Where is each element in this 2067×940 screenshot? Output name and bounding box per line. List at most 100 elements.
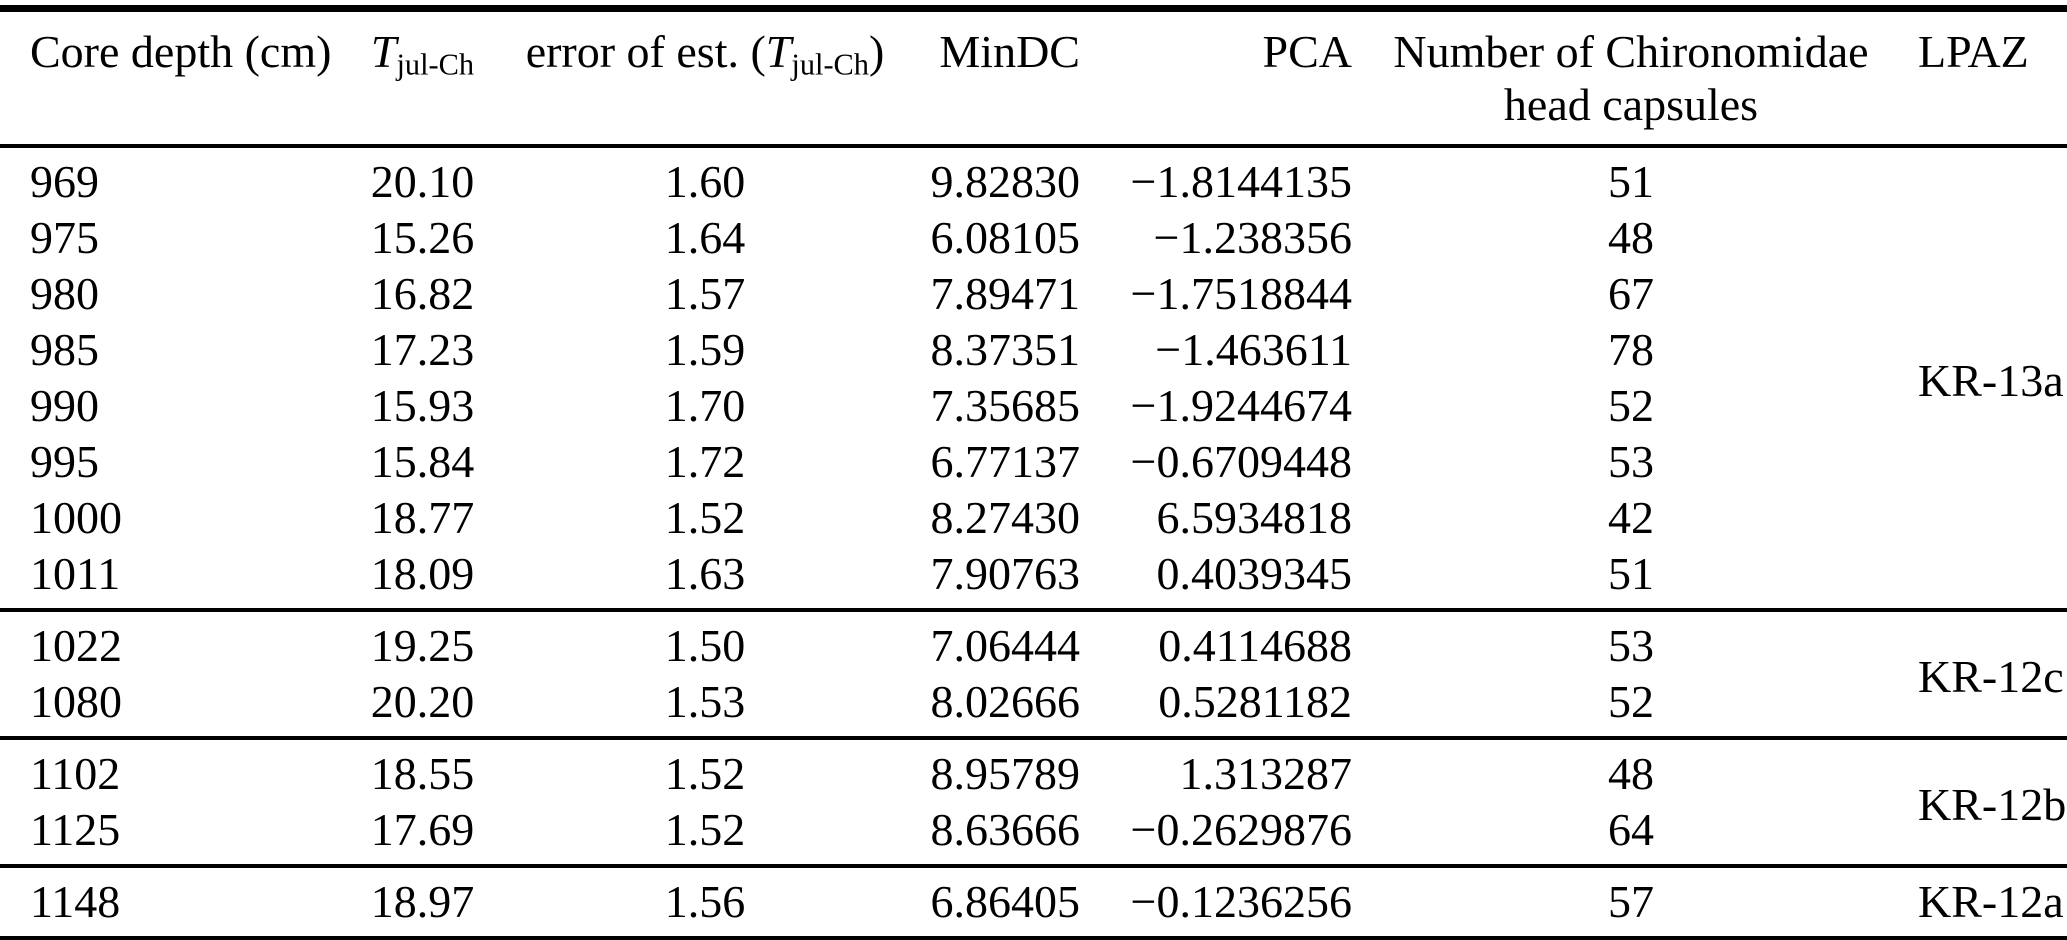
table-row: 975 15.26 1.64 6.08105 −1.238356 48 [0,210,2067,266]
table-row: 1011 18.09 1.63 7.90763 0.4039345 51 [0,546,2067,610]
cell-lpaz-zone: KR-13a [1918,355,2064,406]
cell-capsule-count: 52 [1608,676,1654,727]
zone-group-kr-13a: 969 20.10 1.60 9.82830 −1.8144135 51 KR-… [0,146,2067,610]
table-row: 980 16.82 1.57 7.89471 −1.7518844 67 [0,266,2067,322]
cell-pca: −0.2629876 [1130,804,1352,855]
cell-error: 1.53 [664,676,746,727]
header-t-jul-ch: Tjul-Ch [350,9,495,147]
cell-t-jul-ch: 15.84 [370,436,475,487]
cell-t-jul-ch: 20.10 [370,156,475,207]
cell-pca: −1.7518844 [1130,268,1352,319]
cell-mindc: 7.06444 [930,620,1081,671]
cell-pca: −0.1236256 [1130,876,1352,927]
cell-capsule-count: 42 [1608,492,1654,543]
cell-mindc: 8.02666 [930,676,1081,727]
cell-t-jul-ch: 18.09 [370,548,475,599]
cell-pca: 0.4114688 [1158,620,1352,671]
header-pca-label: PCA [1262,26,1352,77]
error-prefix: error of est. ( [525,26,766,77]
zone-group-kr-12a: 1148 18.97 1.56 6.86405 −0.1236256 57 KR… [0,866,2067,938]
table-row: 1022 19.25 1.50 7.06444 0.4114688 53 KR-… [0,610,2067,700]
cell-pca: −1.463611 [1155,324,1352,375]
cell-capsule-count: 48 [1608,748,1654,799]
cell-capsule-count: 52 [1608,380,1654,431]
header-core-depth-label: Core depth (cm) [30,26,332,77]
cell-lpaz-zone: KR-12a [1918,876,2064,927]
chironomidae-results-table: Core depth (cm) Tjul-Ch error of est. (T… [0,5,2067,940]
header-core-depth: Core depth (cm) [0,9,350,147]
cell-core-depth: 1011 [30,548,121,599]
cell-t-jul-ch: 17.23 [370,324,475,375]
cell-mindc: 7.90763 [930,548,1081,599]
header-lpaz: LPAZ [1910,9,2067,147]
cell-pca: −1.8144135 [1130,156,1352,207]
cell-core-depth: 980 [30,268,99,319]
cell-t-jul-ch: 15.26 [370,212,475,263]
cell-error: 1.59 [664,324,746,375]
cell-mindc: 8.27430 [930,492,1081,543]
cell-capsule-count: 57 [1608,876,1654,927]
table-row: 969 20.10 1.60 9.82830 −1.8144135 51 KR-… [0,146,2067,404]
table-row: 990 15.93 1.70 7.35685 −1.9244674 52 [0,378,2067,434]
cell-lpaz-zone: KR-12c [1918,651,2064,702]
cell-capsule-count: 48 [1608,212,1654,263]
zone-group-kr-12c: 1022 19.25 1.50 7.06444 0.4114688 53 KR-… [0,610,2067,738]
cell-t-jul-ch: 19.25 [370,620,475,671]
cell-pca: −1.238356 [1153,212,1352,263]
cell-error: 1.52 [664,492,746,543]
error-suffix: ) [868,26,885,77]
cell-capsule-count: 53 [1608,436,1654,487]
cell-error: 1.52 [664,748,746,799]
header-head-capsules: Number of Chironomidae head capsules [1352,9,1910,147]
header-pca: PCA [1080,9,1352,147]
zone-group-kr-12b: 1102 18.55 1.52 8.95789 1.313287 48 KR-1… [0,738,2067,866]
cell-pca: 0.5281182 [1158,676,1352,727]
cell-core-depth: 1148 [30,876,121,927]
cell-mindc: 6.86405 [930,876,1081,927]
cell-t-jul-ch: 18.77 [370,492,475,543]
cell-mindc: 8.95789 [930,748,1081,799]
cell-t-jul-ch: 17.69 [370,804,475,855]
cell-core-depth: 1102 [30,748,121,799]
cell-lpaz-zone: KR-12b [1918,779,2067,830]
cell-core-depth: 1022 [30,620,122,671]
cell-error: 1.72 [664,436,746,487]
table-row: 1102 18.55 1.52 8.95789 1.313287 48 KR-1… [0,738,2067,828]
cell-error: 1.50 [664,620,746,671]
cell-mindc: 6.77137 [930,436,1081,487]
cell-error: 1.60 [664,156,746,207]
cell-capsule-count: 78 [1608,324,1654,375]
header-capsules-line2: head capsules [1503,78,1759,130]
cell-mindc: 9.82830 [930,156,1081,207]
cell-mindc: 7.89471 [930,268,1081,319]
cell-core-depth: 995 [30,436,99,487]
t-symbol: T [765,26,792,77]
cell-error: 1.70 [664,380,746,431]
cell-error: 1.56 [664,876,746,927]
cell-error: 1.52 [664,804,746,855]
cell-capsule-count: 51 [1608,548,1654,599]
header-mindc: MinDC [915,9,1080,147]
cell-core-depth: 990 [30,380,99,431]
cell-pca: 6.5934818 [1156,492,1353,543]
cell-t-jul-ch: 18.55 [370,748,475,799]
cell-error: 1.64 [664,212,746,263]
t-subscript: jul-Ch [791,47,869,82]
cell-capsule-count: 51 [1608,156,1654,207]
table-row: 985 17.23 1.59 8.37351 −1.463611 78 [0,322,2067,378]
header-mindc-label: MinDC [939,26,1080,77]
cell-error: 1.63 [664,548,746,599]
cell-capsule-count: 53 [1608,620,1654,671]
cell-core-depth: 1125 [30,804,121,855]
cell-capsule-count: 67 [1608,268,1654,319]
header-error-of-est: error of est. (Tjul-Ch) [495,9,915,147]
cell-core-depth: 975 [30,212,99,263]
t-subscript: jul-Ch [396,47,475,82]
t-symbol: T [370,26,397,77]
cell-mindc: 8.63666 [930,804,1081,855]
cell-mindc: 7.35685 [930,380,1081,431]
table-row: 1080 20.20 1.53 8.02666 0.5281182 52 [0,674,2067,738]
cell-core-depth: 1000 [30,492,122,543]
cell-core-depth: 1080 [30,676,122,727]
header-capsules-line1: Number of Chironomidae [1393,26,1869,77]
